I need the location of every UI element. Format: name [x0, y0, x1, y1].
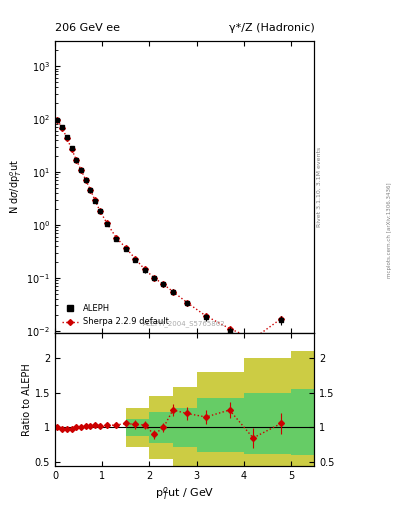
Text: γ*/Z (Hadronic): γ*/Z (Hadronic): [229, 23, 314, 33]
Y-axis label: N d$\sigma$/dp$_T^{o}$ut: N d$\sigma$/dp$_T^{o}$ut: [8, 160, 24, 215]
Legend: ALEPH, Sherpa 2.2.9 default: ALEPH, Sherpa 2.2.9 default: [59, 302, 171, 329]
X-axis label: p$_T^{o}$ut / GeV: p$_T^{o}$ut / GeV: [155, 485, 215, 502]
Text: ALEPH_2004_S5765862: ALEPH_2004_S5765862: [143, 321, 226, 327]
Y-axis label: Rivet 3.1.10, 3.1M events: Rivet 3.1.10, 3.1M events: [317, 147, 322, 227]
Y-axis label: Ratio to ALEPH: Ratio to ALEPH: [22, 363, 32, 436]
Text: 206 GeV ee: 206 GeV ee: [55, 23, 120, 33]
Text: mcplots.cern.ch [arXiv:1306.3436]: mcplots.cern.ch [arXiv:1306.3436]: [387, 183, 392, 278]
